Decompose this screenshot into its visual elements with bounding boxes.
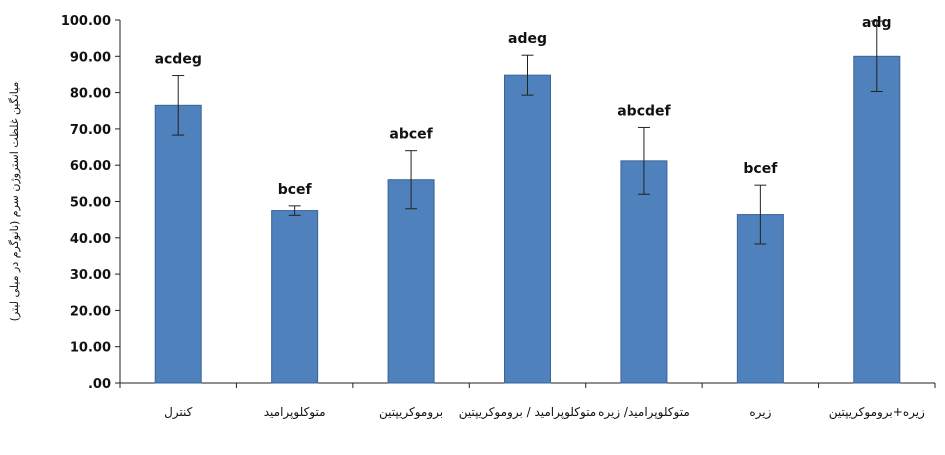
category-label: زیره+بروموکریپتین [829, 405, 925, 420]
y-tick-label: 80.00 [70, 87, 111, 102]
x-axis [119, 382, 936, 388]
y-tick-label: 100.00 [61, 14, 111, 29]
significance-label: bcef [278, 182, 313, 198]
significance-label: adeg [508, 31, 547, 47]
y-tick-label: 60.00 [70, 159, 111, 174]
significance-label: acdeg [155, 52, 202, 68]
y-tick-label: .00 [88, 377, 111, 392]
significance-label: abcef [389, 127, 433, 143]
significance-label: abcdef [617, 103, 671, 119]
category-label: متوکلوپرامید/ زیره [598, 405, 690, 420]
bar [387, 179, 435, 384]
significance-label: adg [862, 15, 892, 31]
bar [853, 55, 901, 384]
y-tick-label: 90.00 [70, 50, 111, 65]
y-tick-label: 40.00 [70, 232, 111, 247]
category-label: زیره [749, 405, 771, 420]
significance-labels-group: acdeg bcef abcef adeg abcdef bcef adg [155, 15, 892, 198]
category-label: کنترل [164, 405, 193, 420]
bar [154, 104, 202, 384]
significance-label: bcef [743, 161, 778, 177]
error-bars-group [172, 20, 883, 245]
bar [504, 74, 551, 384]
y-axis: .00 10.00 20.00 30.00 40.00 50.00 60.00 70.00 80… [61, 14, 121, 392]
y-tick-label: 10.00 [70, 341, 111, 356]
bar [620, 160, 668, 384]
y-tick-label: 70.00 [70, 123, 111, 138]
y-tick-label: 20.00 [70, 304, 111, 319]
y-axis-title: میانگین غلظت استروژن سرم (نانوگرم در میل… [8, 82, 21, 322]
bar [271, 210, 319, 384]
y-tick-label: 30.00 [70, 268, 111, 283]
y-tick-label: 50.00 [70, 196, 111, 211]
category-labels-group: کنترل متوکلوپرامید بروموکریپتین متوکلوپرامی… [164, 405, 925, 420]
bars-group [154, 55, 901, 384]
category-label: بروموکریپتین [379, 405, 443, 420]
category-label: متوکلوپرامید / بروموکریپتین [459, 405, 597, 420]
category-label: متوکلوپرامید [264, 405, 326, 420]
